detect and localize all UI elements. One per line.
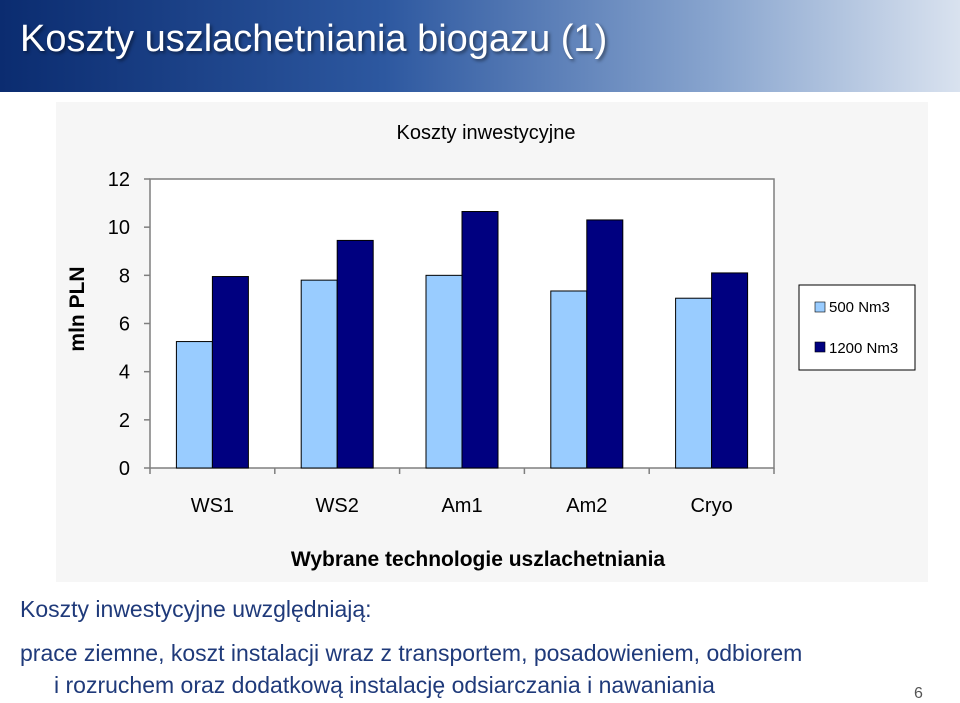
page-number: 6: [914, 685, 923, 702]
x-tick-label: Am1: [441, 495, 482, 517]
body-line-1: prace ziemne, koszt instalacji wraz z tr…: [20, 640, 803, 666]
legend-label-500: 500 Nm3: [829, 299, 890, 316]
slide-title: Koszty uszlachetniania biogazu (1): [20, 18, 608, 60]
bars: [175, 211, 749, 469]
x-tick-label: WS2: [316, 495, 359, 517]
y-axis-ticks: 0 2 4 6 8 10 12: [108, 169, 150, 480]
legend-box: [798, 284, 916, 371]
x-tick-label: WS1: [191, 495, 234, 517]
bar-1200-ws2: [336, 239, 374, 469]
legend-swatch-1200: [814, 341, 826, 353]
y-tick-label: 10: [108, 217, 130, 239]
x-axis-ticks: WS1 WS2 Am1 Am2 Cryo: [149, 468, 775, 517]
y-tick-label: 4: [119, 362, 130, 384]
title-bar: Koszty uszlachetniania biogazu (1): [0, 0, 960, 92]
y-tick-label: 0: [119, 458, 130, 480]
legend-swatch-500: [814, 301, 826, 313]
chart-panel: Koszty inwestycyjne 0 2 4 6 8 10 12 WS1 WS2 Am1 A…: [56, 102, 928, 582]
bar-500-am1: [425, 274, 463, 469]
legend-label-1200: 1200 Nm3: [829, 340, 898, 357]
bar-500-ws2: [300, 279, 338, 469]
bar-500-ws1: [175, 341, 213, 469]
y-tick-label: 2: [119, 410, 130, 432]
body-heading: Koszty inwestycyjne uwzględniają:: [20, 596, 372, 622]
legend: 500 Nm3 1200 Nm3: [798, 284, 916, 371]
bar-1200-cryo: [711, 272, 749, 469]
chart-title: Koszty inwestycyjne: [397, 122, 576, 144]
y-tick-label: 8: [119, 265, 130, 287]
body-text: prace ziemne, koszt instalacji wraz z tr…: [20, 637, 930, 701]
x-axis-label: Wybrane technologie uszlachetniania: [291, 548, 666, 571]
x-tick-label: Am2: [566, 495, 607, 517]
bar-1200-ws1: [211, 276, 249, 469]
y-axis-label: mln PLN: [66, 266, 89, 351]
bar-1200-am1: [461, 211, 499, 469]
y-tick-label: 6: [119, 314, 130, 336]
body-line-2: i rozruchem oraz dodatkową instalację od…: [54, 672, 715, 698]
bar-1200-am2: [586, 219, 624, 469]
bar-500-cryo: [675, 297, 713, 469]
bar-chart: Koszty inwestycyjne 0 2 4 6 8 10 12 WS1 WS2 Am1 A…: [66, 122, 916, 571]
x-tick-label: Cryo: [690, 495, 732, 517]
bar-500-am2: [550, 290, 588, 469]
y-tick-label: 12: [108, 169, 130, 191]
